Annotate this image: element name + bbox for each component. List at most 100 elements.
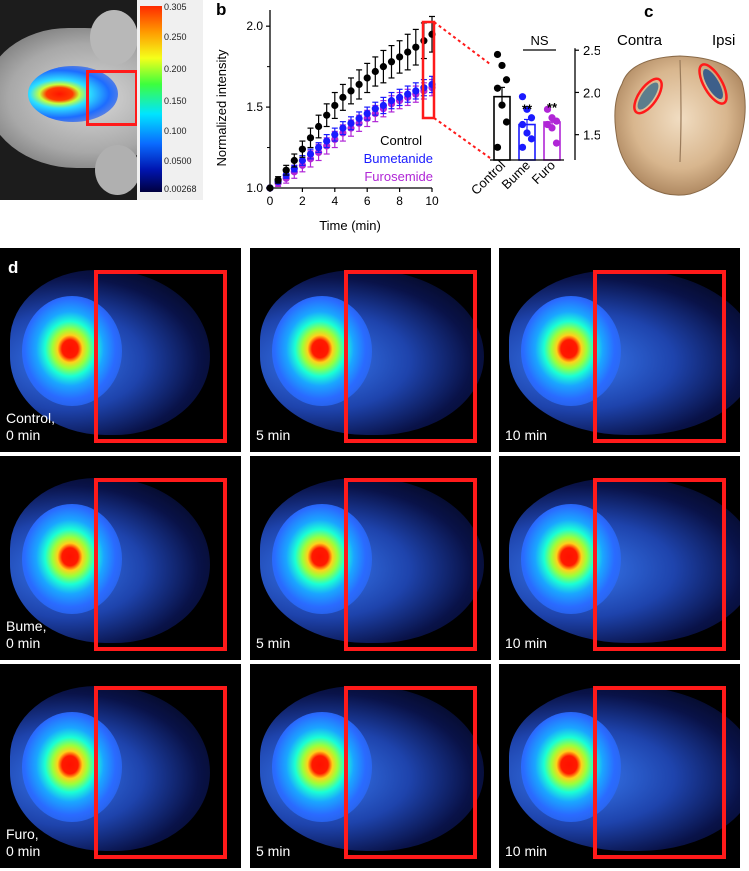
colorbar-tick-label: 0.0500 xyxy=(164,156,192,166)
tile-label: 5 min xyxy=(256,635,291,651)
roi-box xyxy=(94,270,227,443)
colorbar-tick-label: 0.100 xyxy=(164,126,187,136)
contra-label: Contra xyxy=(617,32,663,49)
ipsi-label: Ipsi xyxy=(712,32,736,49)
data-point xyxy=(315,122,323,131)
ns-label: NS xyxy=(530,33,548,48)
scatter-point xyxy=(518,143,527,151)
fluorescence-hotspot xyxy=(521,712,621,822)
scatter-point xyxy=(502,76,511,84)
scatter-point xyxy=(552,139,561,147)
fluorescence-image-tile: 10 min xyxy=(499,248,740,452)
scatter-point xyxy=(493,84,502,92)
data-point xyxy=(298,156,306,165)
scatter-point xyxy=(498,61,506,70)
scatter-point xyxy=(527,135,536,143)
fluorescence-hotspot xyxy=(521,296,621,406)
legend-entry-control: Control xyxy=(380,133,422,148)
fluorescence-image-tile: 5 min xyxy=(250,456,491,660)
fluorescence-hotspot xyxy=(272,296,372,406)
data-point xyxy=(355,114,363,123)
legend-entry-bumetanide: Bumetanide xyxy=(364,151,433,166)
fluorescence-hotspot xyxy=(22,712,122,822)
roi-box xyxy=(94,686,227,859)
data-point xyxy=(323,111,331,119)
fluorescence-image-tile: 10 min xyxy=(499,456,740,660)
scatter-point xyxy=(552,117,561,125)
data-point xyxy=(387,58,396,66)
data-point xyxy=(347,119,355,127)
fluorescence-image-tile: Control, 0 min xyxy=(0,248,241,452)
colorbar-tick-label: 0.00268 xyxy=(164,184,197,194)
x-tick-label: 2 xyxy=(299,194,306,208)
y-tick-label: 1.5 xyxy=(246,100,263,114)
brain-midline xyxy=(679,59,682,163)
tile-label: Control, 0 min xyxy=(6,410,56,443)
panel-d-letter: d xyxy=(8,258,19,277)
scatter-point xyxy=(523,105,531,113)
fluorescence-hotspot xyxy=(272,504,372,614)
data-point xyxy=(412,87,420,95)
roi-box xyxy=(94,478,227,651)
data-point xyxy=(404,48,412,56)
fluorescence-image-tile: Furo, 0 min xyxy=(0,664,241,868)
data-point xyxy=(331,131,339,139)
data-point xyxy=(371,105,379,113)
significance-marker: ** xyxy=(547,100,558,115)
roi-box xyxy=(593,686,726,859)
data-point xyxy=(404,90,412,98)
panel-a-image xyxy=(0,0,137,200)
data-point xyxy=(363,109,371,118)
y-tick-label: 2.0 xyxy=(583,85,600,100)
contra-ventricle xyxy=(637,82,659,110)
colorbar-tick-label: 0.250 xyxy=(164,32,187,42)
data-point xyxy=(371,67,379,76)
scatter-point xyxy=(493,50,502,59)
brain-image xyxy=(614,55,746,196)
panel-b-letter: b xyxy=(216,0,227,19)
line-chart-series xyxy=(266,15,436,192)
data-point xyxy=(306,134,315,142)
y-tick-label: 1.5 xyxy=(583,128,600,143)
y-axis-label: Normalized intensity xyxy=(214,49,229,167)
roi-box xyxy=(86,70,137,126)
category-label: Furo xyxy=(529,158,559,188)
tile-label: Bume, 0 min xyxy=(6,618,47,651)
colorbar-tick-label: 0.200 xyxy=(164,64,187,74)
data-point xyxy=(306,150,315,158)
data-point xyxy=(298,145,306,153)
colorbar: 0.305 0.250 0.200 0.150 0.100 0.0500 0.0… xyxy=(137,0,203,200)
tile-label: 10 min xyxy=(505,843,548,859)
scatter-point xyxy=(498,101,506,109)
roi-box xyxy=(593,270,726,443)
data-point xyxy=(379,101,387,110)
tile-label: 10 min xyxy=(505,635,548,651)
fluorescence-image-tile: 5 min xyxy=(250,248,491,452)
ear-shape xyxy=(90,10,137,65)
data-point xyxy=(315,143,323,152)
roi-box xyxy=(344,478,477,651)
fluorescence-hotspot xyxy=(22,504,122,614)
data-point xyxy=(363,74,371,82)
fluorescence-hotspot xyxy=(22,296,122,406)
data-point xyxy=(387,97,396,105)
data-point xyxy=(339,124,347,132)
scatter-point xyxy=(543,105,552,113)
y-tick-label: 1.0 xyxy=(246,181,263,195)
tile-label: 5 min xyxy=(256,843,291,859)
scatter-point xyxy=(523,129,531,137)
scatter-point xyxy=(548,124,556,132)
data-point xyxy=(396,93,404,101)
panel-c-letter: c xyxy=(644,2,654,21)
fluorescence-hotspot xyxy=(521,504,621,614)
line-chart-axes: 0 2 4 6 8 10 1.0 1.5 2.0 xyxy=(246,10,439,208)
y-tick-label: 2.5 xyxy=(583,43,600,58)
colorbar-gradient xyxy=(140,6,162,192)
data-point xyxy=(347,87,355,95)
ipsi-roi xyxy=(698,63,728,105)
data-point xyxy=(282,166,290,174)
data-point xyxy=(266,184,274,192)
scatter-point xyxy=(527,114,536,122)
